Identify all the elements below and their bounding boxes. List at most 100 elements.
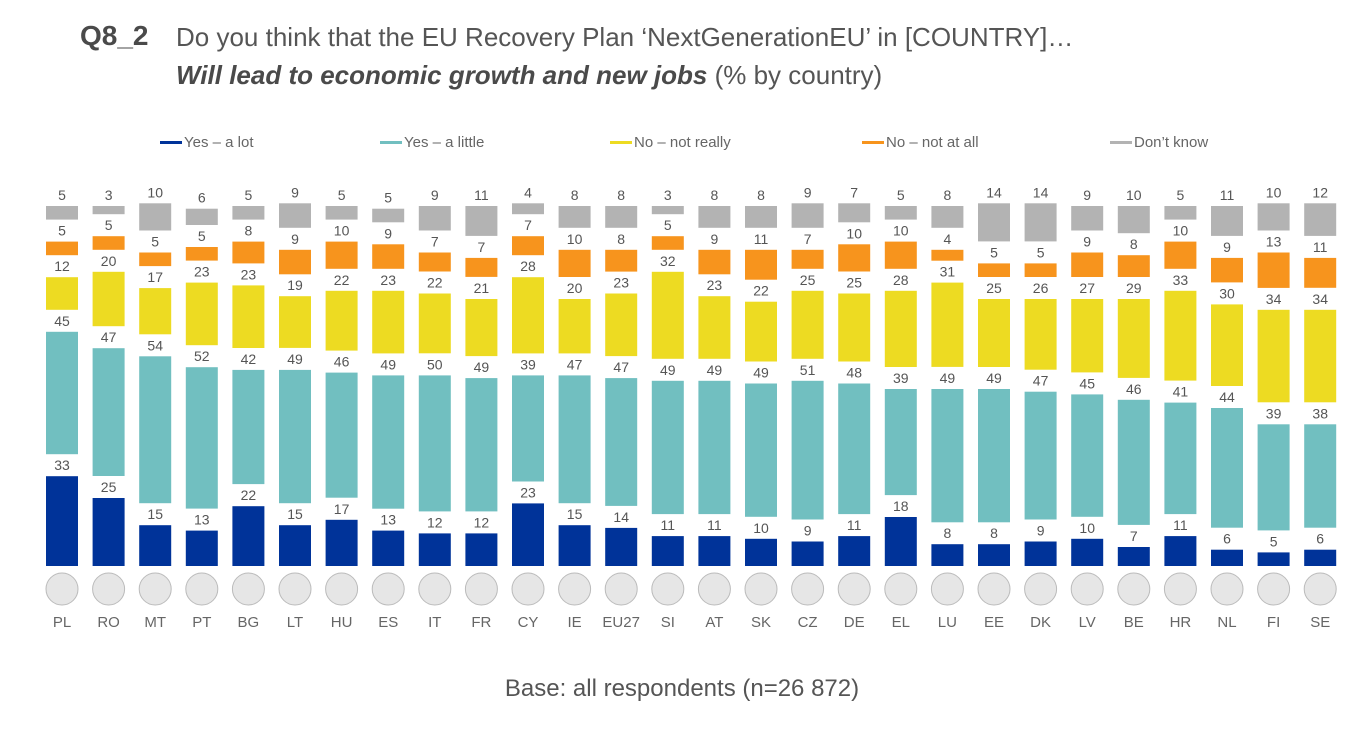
data-label: 11 [1313,239,1328,255]
bar-segment [1024,541,1057,566]
bar-segment [978,299,1010,367]
bar-segment [279,525,311,566]
bar-segment [605,206,638,228]
bar-segment [512,375,544,482]
data-label: 25 [846,275,862,291]
category-label: IT [428,614,441,631]
data-label: 47 [567,356,583,372]
legend-swatch [610,141,632,144]
data-label: 49 [707,362,723,378]
bar-segment [1211,304,1243,386]
category-label: BG [238,614,260,631]
bar-segment [698,380,731,515]
category-label: HR [1170,614,1192,631]
bar-segment [185,282,218,346]
data-label: 49 [474,359,490,375]
legend-item: No – not really [610,134,731,151]
bar-segment [418,375,451,512]
category-label: CZ [798,614,818,631]
legend-swatch [160,141,182,144]
base-note: Base: all respondents (n=26 872) [504,675,860,702]
bar-segment [978,203,1010,242]
bar-segment [1117,206,1150,234]
category-label: FI [1267,614,1280,631]
bar-segment [1304,424,1337,528]
legend-item: No – not at all [862,134,979,151]
bar-segment [185,367,218,509]
flag-icon [231,572,265,606]
data-label: 15 [287,506,303,522]
bar-segment [465,533,498,566]
flag-icon [1163,572,1197,606]
data-label: 44 [1219,389,1235,405]
data-label: 22 [753,283,769,299]
bar-segment [791,290,824,359]
bar-segment [465,257,498,277]
bar-segment [884,206,917,220]
data-label: 15 [147,506,163,522]
bar-segment [1257,552,1290,566]
question-code: Q8_2 [80,20,149,51]
data-label: 8 [711,187,719,203]
bar-segment [46,331,78,455]
bar-segment [1211,549,1243,566]
bar-segment [1164,206,1197,220]
data-label: 11 [1173,517,1188,533]
category-label: CY [518,614,539,631]
legend-item: Yes – a little [380,134,484,151]
bar-segment [1117,399,1150,525]
legend-label: Yes – a little [404,134,485,151]
bar-segment [325,372,358,498]
bar-segment [698,206,731,228]
data-label: 20 [567,280,583,296]
bar-segment [185,530,218,566]
bar-segment [512,277,544,354]
data-label: 5 [1177,187,1185,203]
bar-segment [139,252,172,267]
data-label: 11 [754,231,769,247]
bar-segment [92,498,125,566]
data-label: 14 [986,184,1002,200]
bar-segment [651,206,684,215]
data-label: 9 [431,187,439,203]
bar-segment [978,263,1010,277]
bar-segment [1211,408,1243,528]
data-label: 10 [334,223,350,239]
flag-icon [185,572,219,606]
data-label: 5 [58,223,66,239]
bar-segment [978,544,1010,566]
flag-icon [1303,572,1337,606]
bar-segment [838,536,871,566]
data-label: 11 [847,517,862,533]
bar-segment [1117,255,1150,277]
flag-icon [977,572,1011,606]
flag-icon [1117,572,1151,606]
data-label: 49 [753,365,769,381]
data-label: 32 [660,253,676,269]
category-label: HU [331,614,353,631]
flag-icon [371,572,405,606]
data-label: 13 [194,512,210,528]
data-label: 33 [54,457,70,473]
data-label: 11 [474,187,489,203]
data-label: 5 [384,190,392,206]
bar-segment [978,389,1010,523]
flag-icon [930,572,964,606]
category-label: IE [568,614,582,631]
data-label: 5 [1037,244,1045,260]
bar-segment [651,271,684,359]
data-label: 47 [101,329,117,345]
data-label: 10 [147,184,163,200]
legend-swatch [862,141,884,144]
flag-icon [45,572,79,606]
flag-icon [791,572,825,606]
data-label: 34 [1266,291,1282,307]
bar-segment [838,244,871,272]
legend-swatch [1110,141,1132,144]
data-label: 13 [1266,234,1282,250]
data-label: 47 [1033,373,1049,389]
data-label: 22 [241,487,257,503]
bar-segment [698,249,731,275]
data-label: 49 [940,370,956,386]
bar-segment [605,527,638,566]
